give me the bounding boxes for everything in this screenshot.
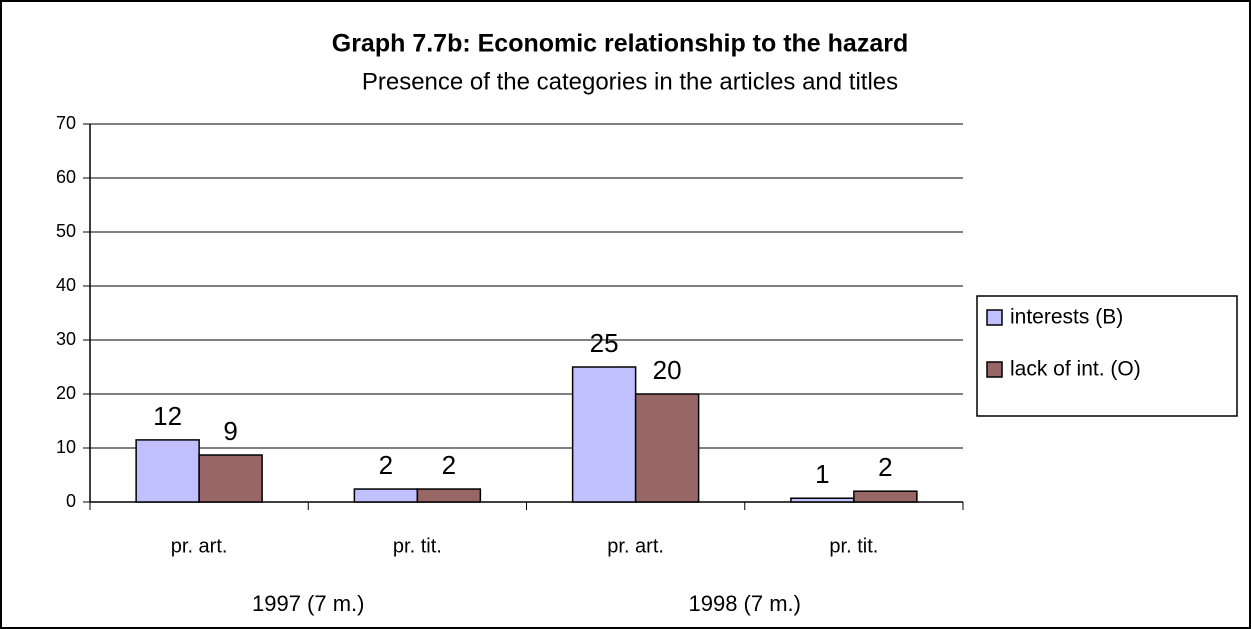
chart-subtitle: Presence of the categories in the articl… xyxy=(362,68,898,95)
data-label: 9 xyxy=(223,416,237,446)
y-tick-label: 30 xyxy=(56,329,76,349)
y-tick-label: 60 xyxy=(56,167,76,187)
x-group-label: 1998 (7 m.) xyxy=(689,591,802,616)
bar xyxy=(853,490,918,503)
y-tick-label: 70 xyxy=(56,113,76,133)
data-label: 1 xyxy=(815,459,829,489)
chart-title: Graph 7.7b: Economic relationship to the… xyxy=(332,30,908,58)
bar xyxy=(198,454,263,503)
data-label: 25 xyxy=(590,328,619,358)
bar xyxy=(135,439,200,503)
data-label: 2 xyxy=(379,450,393,480)
data-label: 2 xyxy=(878,452,892,482)
bar xyxy=(634,393,700,503)
legend-swatch xyxy=(986,309,1003,326)
data-label: 2 xyxy=(442,450,456,480)
data-label: 20 xyxy=(653,355,682,385)
x-tick-label: pr. tit. xyxy=(393,535,442,557)
legend-box xyxy=(976,295,1238,417)
x-group-label: 1997 (7 m.) xyxy=(252,591,365,616)
y-tick-label: 50 xyxy=(56,221,76,241)
bar xyxy=(790,497,855,503)
bar xyxy=(353,488,419,503)
legend-label: interests (B) xyxy=(1010,306,1123,329)
data-label: 12 xyxy=(153,401,182,431)
y-tick-label: 20 xyxy=(56,383,76,403)
y-tick-label: 0 xyxy=(66,491,76,511)
bar xyxy=(571,366,637,503)
y-tick-label: 10 xyxy=(56,437,76,457)
legend-swatch xyxy=(986,361,1003,378)
legend-label: lack of int. (O) xyxy=(1010,358,1141,381)
y-tick-label: 40 xyxy=(56,275,76,295)
bar xyxy=(416,488,482,503)
x-tick-label: pr. tit. xyxy=(829,535,878,557)
x-tick-label: pr. art. xyxy=(171,535,228,557)
x-tick-label: pr. art. xyxy=(607,535,664,557)
